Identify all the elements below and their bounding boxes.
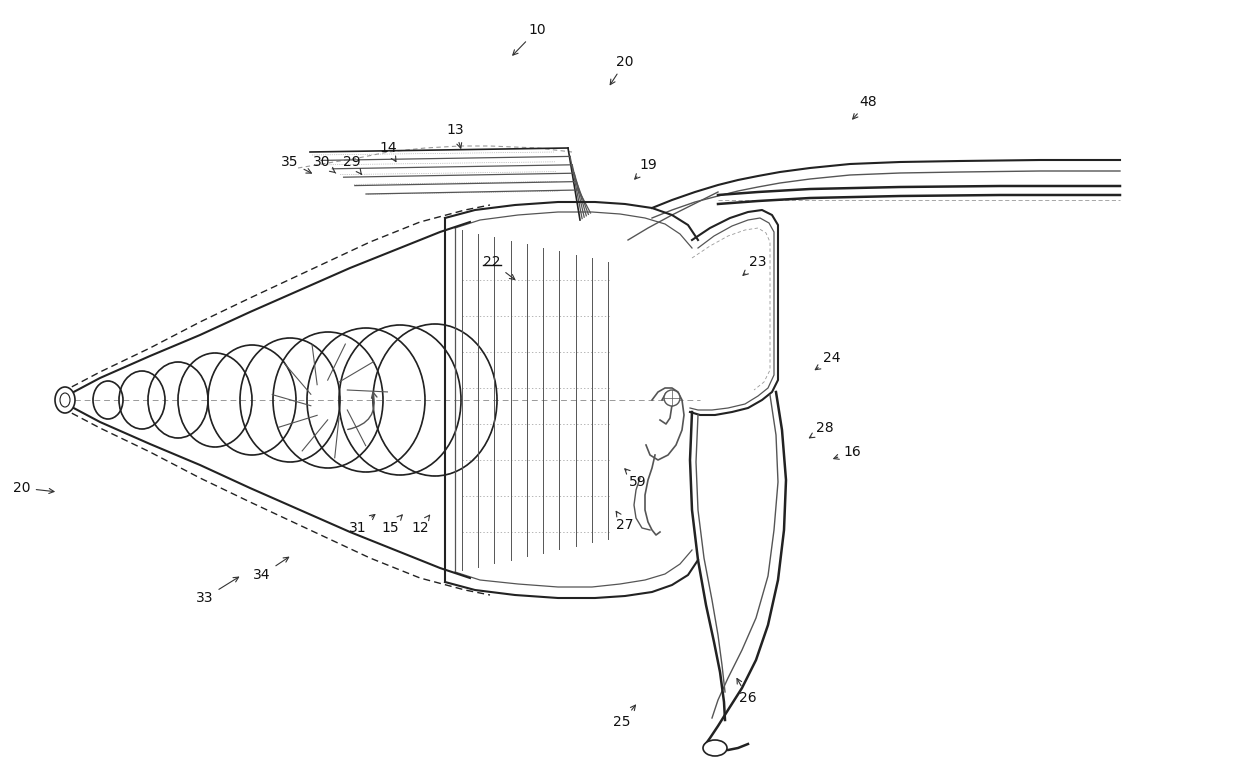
Text: 27: 27 (616, 511, 634, 532)
Text: 35: 35 (281, 155, 311, 173)
Text: 25: 25 (614, 705, 635, 729)
Ellipse shape (55, 387, 74, 413)
Text: 12: 12 (412, 515, 429, 535)
Text: 15: 15 (381, 515, 402, 535)
Text: 28: 28 (810, 421, 833, 438)
Text: 29: 29 (343, 155, 361, 174)
Text: 10: 10 (513, 23, 546, 55)
Text: 24: 24 (815, 351, 841, 370)
Text: 48: 48 (853, 95, 877, 119)
Text: 23: 23 (743, 255, 766, 275)
Ellipse shape (60, 393, 69, 407)
Text: 13: 13 (446, 123, 464, 148)
Text: 26: 26 (737, 679, 756, 705)
Text: 20: 20 (14, 481, 55, 495)
Text: 59: 59 (625, 469, 647, 489)
Text: 31: 31 (350, 515, 374, 535)
Text: 34: 34 (253, 558, 289, 582)
Text: 30: 30 (314, 155, 336, 173)
Ellipse shape (703, 740, 727, 756)
Text: 16: 16 (833, 445, 861, 459)
Text: 33: 33 (196, 577, 238, 605)
Text: 14: 14 (379, 141, 397, 162)
Text: 20: 20 (610, 55, 634, 84)
Text: 19: 19 (635, 158, 657, 179)
Text: 22: 22 (484, 255, 515, 279)
Ellipse shape (663, 390, 680, 406)
